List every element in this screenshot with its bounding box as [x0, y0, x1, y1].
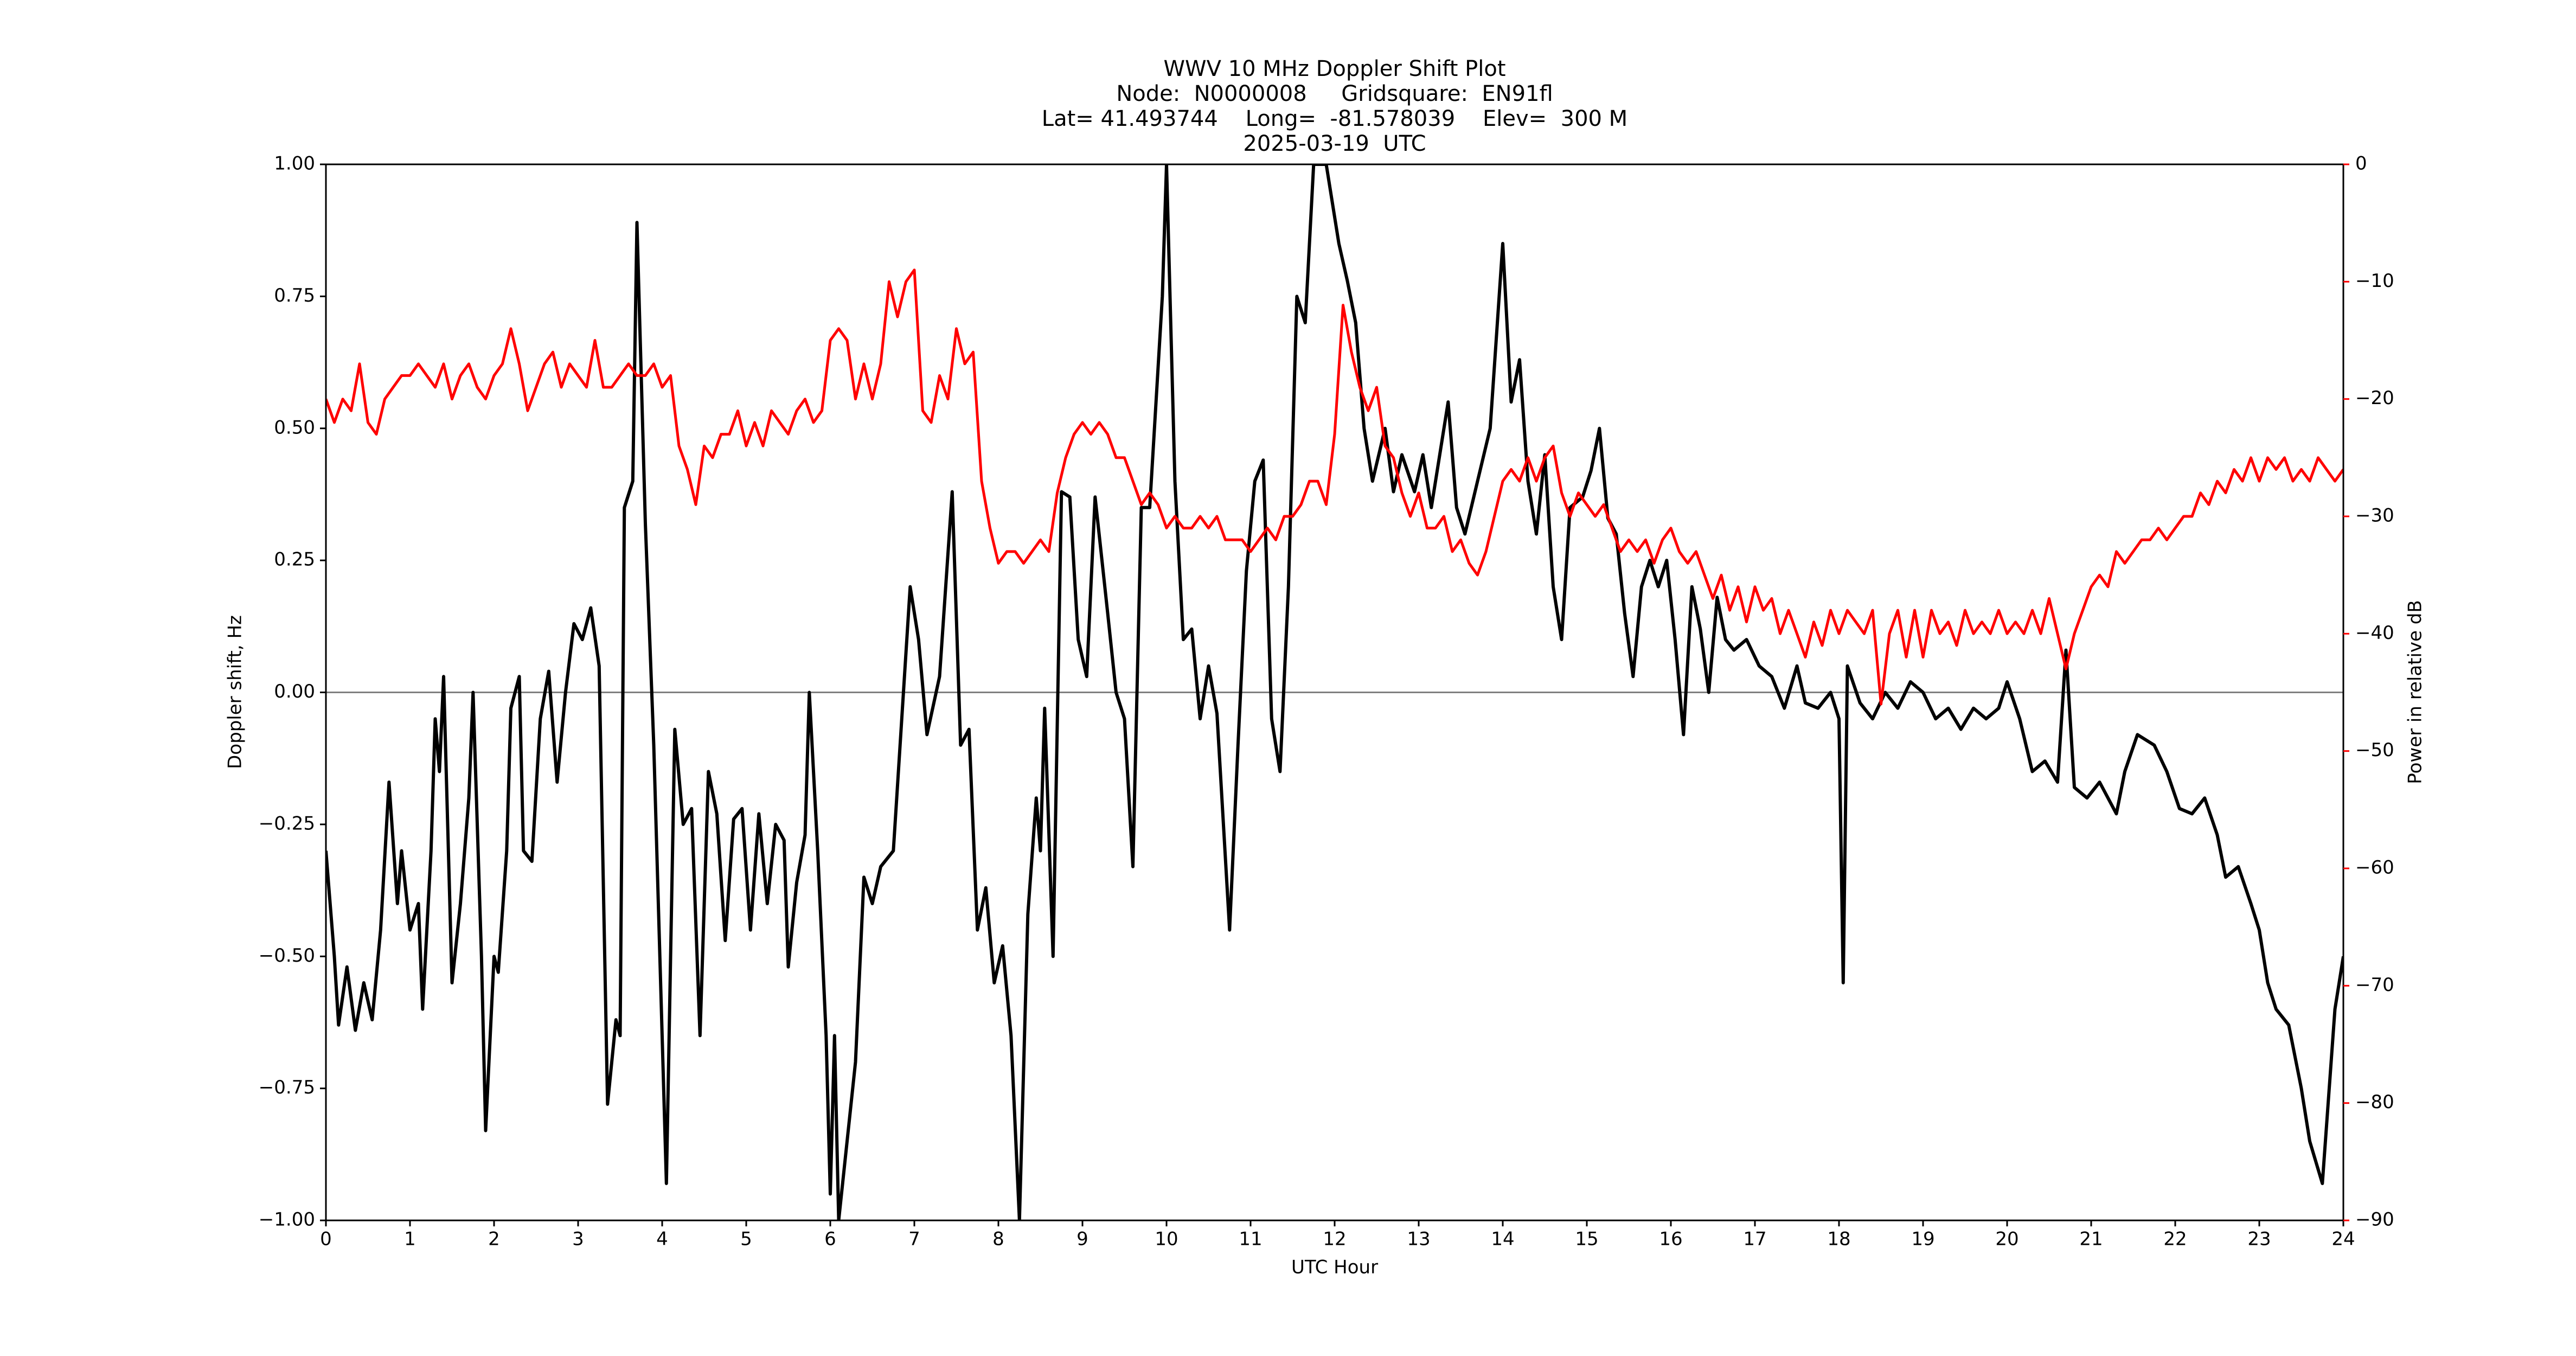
- x-tick-label: 5: [740, 1229, 752, 1250]
- x-tick-label: 0: [320, 1229, 332, 1250]
- x-tick-label: 24: [2331, 1229, 2355, 1250]
- y2-axis-label: Power in relative dB: [2405, 600, 2426, 784]
- y-tick-label: −0.75: [259, 1077, 315, 1098]
- y-tick-label: 0.50: [274, 417, 315, 438]
- x-axis-label: UTC Hour: [1291, 1257, 1378, 1278]
- y2-tick-label: −20: [2355, 387, 2394, 409]
- x-tick-label: 18: [1827, 1229, 1850, 1250]
- plot-area: [326, 164, 2343, 1220]
- y-tick-label: −1.00: [259, 1209, 315, 1231]
- x-tick-label: 2: [488, 1229, 500, 1250]
- y-tick-label: 0.75: [274, 285, 315, 306]
- x-tick-label: 14: [1491, 1229, 1514, 1250]
- x-tick-label: 10: [1155, 1229, 1178, 1250]
- x-tick-label: 16: [1659, 1229, 1682, 1250]
- x-tick-label: 9: [1076, 1229, 1088, 1250]
- chart-subtitle: 2025-03-19 UTC: [1243, 131, 1426, 156]
- chart-subtitle: Node: N0000008 Gridsquare: EN91fl: [1116, 81, 1553, 106]
- x-tick-label: 6: [824, 1229, 836, 1250]
- y2-tick-label: −30: [2355, 505, 2394, 527]
- x-tick-label: 12: [1323, 1229, 1346, 1250]
- x-tick-label: 19: [1911, 1229, 1934, 1250]
- x-tick-label: 11: [1239, 1229, 1262, 1250]
- data-line: [326, 268, 2343, 706]
- y-tick-label: −0.25: [259, 813, 315, 834]
- y2-tick-label: −90: [2355, 1209, 2394, 1231]
- y2-tick-label: −50: [2355, 739, 2394, 761]
- x-tick-label: 20: [1995, 1229, 2018, 1250]
- y2-tick-label: −80: [2355, 1091, 2394, 1113]
- chart-title: WWV 10 MHz Doppler Shift Plot: [1163, 56, 1505, 81]
- data-line: [326, 164, 2343, 1220]
- x-tick-label: 3: [572, 1229, 584, 1250]
- x-tick-label: 22: [2163, 1229, 2187, 1250]
- y2-tick-label: 0: [2355, 153, 2367, 175]
- x-tick-label: 17: [1743, 1229, 1766, 1250]
- y2-tick-label: −70: [2355, 974, 2394, 996]
- y-axis-label: Doppler shift, Hz: [225, 615, 246, 769]
- y-tick-label: −0.50: [259, 945, 315, 967]
- x-tick-label: 21: [2079, 1229, 2103, 1250]
- x-tick-label: 23: [2247, 1229, 2271, 1250]
- y-tick-label: 1.00: [274, 153, 315, 175]
- y2-tick-label: −40: [2355, 622, 2394, 644]
- x-tick-label: 1: [404, 1229, 416, 1250]
- y2-tick-label: −10: [2355, 270, 2394, 292]
- x-tick-label: 8: [992, 1229, 1004, 1250]
- chart-subtitle: Lat= 41.493744 Long= -81.578039 Elev= 30…: [1042, 106, 1627, 131]
- y-tick-label: 0.25: [274, 549, 315, 571]
- x-tick-label: 7: [908, 1229, 920, 1250]
- y-tick-label: 0.00: [274, 681, 315, 702]
- x-tick-label: 4: [656, 1229, 668, 1250]
- y2-tick-label: −60: [2355, 857, 2394, 879]
- x-tick-label: 15: [1575, 1229, 1598, 1250]
- x-tick-label: 13: [1407, 1229, 1430, 1250]
